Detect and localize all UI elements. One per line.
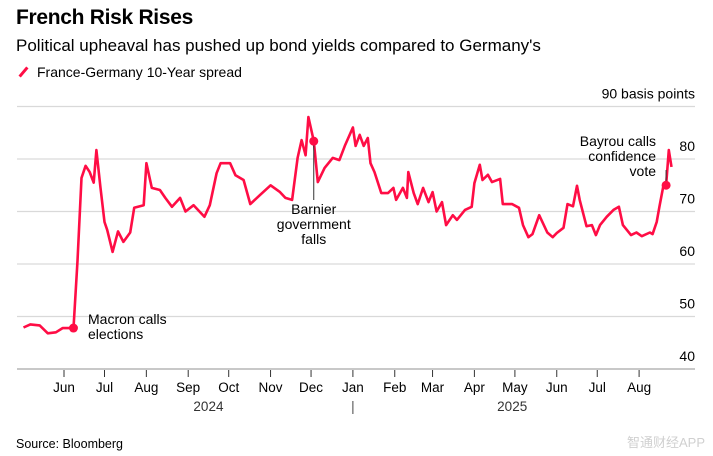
x-tick-label: Sep <box>176 380 200 395</box>
annotation-label: falls <box>301 231 326 247</box>
y-tick-label: 60 <box>679 243 695 259</box>
x-tick-label: Aug <box>627 380 651 395</box>
annotation-label: vote <box>630 163 657 179</box>
x-tick-label: Dec <box>299 380 323 395</box>
x-tick-label: Nov <box>259 380 283 395</box>
legend-label: France-Germany 10-Year spread <box>37 64 242 80</box>
x-tick-label: Jan <box>342 380 364 395</box>
chart-title: French Risk Rises <box>16 6 193 29</box>
x-tick-label: Oct <box>218 380 239 395</box>
y-tick-label: 50 <box>679 296 695 312</box>
annotation-label: government <box>277 216 351 232</box>
annotation-label: Bayrou calls <box>580 133 656 149</box>
annotation-label: Macron calls <box>88 311 167 327</box>
y-tick-label: 90 basis points <box>602 86 695 102</box>
y-tick-label: 70 <box>679 191 695 207</box>
x-tick-label: Jul <box>96 380 113 395</box>
annotation-label: elections <box>88 326 143 342</box>
y-tick-label: 40 <box>679 348 695 364</box>
annotation-dot <box>309 136 319 146</box>
annotation-dot <box>68 323 78 333</box>
x-tick-label: Apr <box>464 380 486 395</box>
x-tick-label: Jul <box>589 380 606 395</box>
annotation-dot <box>661 180 671 190</box>
x-tick-label: May <box>502 380 528 395</box>
x-tick-label: Aug <box>134 380 158 395</box>
legend: France-Germany 10-Year spread <box>16 64 242 80</box>
annotation-label: Barnier <box>291 201 336 217</box>
x-tick-label: Feb <box>383 380 406 395</box>
source-note: Source: Bloomberg <box>16 437 124 451</box>
year-separator: | <box>351 399 355 414</box>
year-label: 2024 <box>193 399 224 414</box>
x-tick-label: Jun <box>53 380 75 395</box>
annotation-label: confidence <box>588 148 656 164</box>
year-label: 2025 <box>497 399 527 414</box>
watermark: 智通财经APP <box>626 435 705 450</box>
chart-subtitle: Political upheaval has pushed up bond yi… <box>16 36 541 55</box>
series-line <box>22 115 673 335</box>
x-tick-label: Mar <box>421 380 445 395</box>
y-tick-label: 80 <box>679 138 695 154</box>
x-tick-label: Jun <box>546 380 568 395</box>
